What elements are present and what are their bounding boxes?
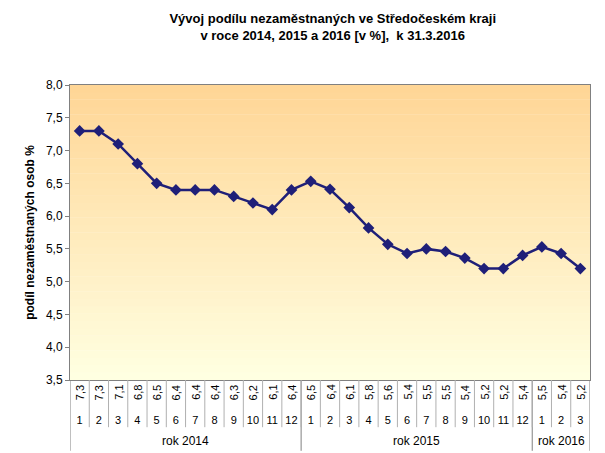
svg-text:Vývoj podílu nezaměstnaných ve: Vývoj podílu nezaměstnaných ve Středočes…: [169, 11, 496, 43]
svg-text:5,5: 5,5: [440, 385, 452, 400]
svg-text:12: 12: [516, 414, 528, 426]
svg-text:4,5: 4,5: [46, 308, 63, 322]
svg-text:11: 11: [498, 414, 509, 426]
svg-text:6,0: 6,0: [46, 209, 63, 223]
svg-text:6,4: 6,4: [286, 385, 298, 400]
svg-text:4,0: 4,0: [46, 340, 63, 354]
svg-text:3,5: 3,5: [46, 373, 63, 387]
svg-text:2: 2: [558, 414, 564, 426]
svg-text:6,1: 6,1: [344, 384, 356, 399]
svg-text:5,4: 5,4: [402, 384, 414, 399]
svg-text:2: 2: [96, 414, 102, 426]
svg-text:rok 2014: rok 2014: [162, 434, 209, 448]
svg-text:rok 2015: rok 2015: [393, 434, 440, 448]
svg-text:3: 3: [115, 414, 121, 426]
svg-text:6,5: 6,5: [305, 385, 317, 400]
svg-text:7: 7: [423, 414, 429, 426]
svg-text:6,4: 6,4: [190, 384, 202, 399]
svg-text:6: 6: [404, 414, 410, 426]
svg-text:7: 7: [192, 414, 198, 426]
svg-text:5,4: 5,4: [517, 385, 529, 400]
svg-text:5: 5: [154, 414, 160, 426]
svg-text:7,0: 7,0: [46, 144, 63, 158]
svg-text:6,4: 6,4: [170, 385, 182, 400]
svg-text:5,5: 5,5: [536, 385, 548, 400]
svg-text:6,3: 6,3: [228, 385, 240, 400]
svg-text:5,0: 5,0: [46, 275, 63, 289]
svg-text:8,0: 8,0: [46, 78, 63, 92]
svg-text:5,8: 5,8: [363, 385, 375, 400]
svg-text:6,1: 6,1: [267, 384, 279, 399]
svg-text:6,5: 6,5: [151, 385, 163, 400]
svg-text:podíl nezaměstnaných osob %: podíl nezaměstnaných osob %: [23, 145, 37, 320]
svg-text:7,1: 7,1: [113, 384, 125, 399]
svg-text:11: 11: [267, 414, 278, 426]
svg-text:6,8: 6,8: [132, 385, 144, 400]
svg-text:8: 8: [211, 414, 217, 426]
svg-text:7,3: 7,3: [74, 385, 86, 400]
svg-text:6: 6: [173, 414, 179, 426]
svg-text:1: 1: [308, 414, 314, 426]
svg-text:3: 3: [346, 414, 352, 426]
svg-text:10: 10: [247, 414, 259, 426]
svg-text:5,5: 5,5: [46, 242, 63, 256]
svg-text:7,3: 7,3: [93, 385, 105, 400]
svg-text:5: 5: [385, 414, 391, 426]
svg-text:5,2: 5,2: [479, 384, 491, 399]
svg-text:10: 10: [478, 414, 490, 426]
svg-text:12: 12: [285, 414, 297, 426]
svg-text:6,4: 6,4: [209, 385, 221, 400]
svg-text:6,2: 6,2: [247, 385, 259, 400]
svg-text:5,6: 5,6: [382, 385, 394, 400]
svg-text:5,5: 5,5: [421, 385, 433, 400]
svg-text:9: 9: [462, 414, 468, 426]
svg-text:9: 9: [231, 414, 237, 426]
svg-text:5,2: 5,2: [498, 385, 510, 400]
svg-text:6,4: 6,4: [325, 384, 337, 399]
svg-text:rok 2016: rok 2016: [538, 434, 585, 448]
svg-text:8: 8: [442, 414, 448, 426]
svg-text:4: 4: [365, 414, 371, 426]
svg-text:3: 3: [577, 414, 583, 426]
svg-text:7,5: 7,5: [46, 111, 63, 125]
svg-text:5,4: 5,4: [556, 384, 568, 399]
svg-text:5,4: 5,4: [459, 385, 471, 400]
svg-text:1: 1: [77, 414, 83, 426]
svg-text:1: 1: [539, 414, 545, 426]
svg-text:4: 4: [134, 414, 140, 426]
svg-text:6,5: 6,5: [46, 177, 63, 191]
svg-text:5,2: 5,2: [575, 385, 587, 400]
svg-text:2: 2: [327, 414, 333, 426]
